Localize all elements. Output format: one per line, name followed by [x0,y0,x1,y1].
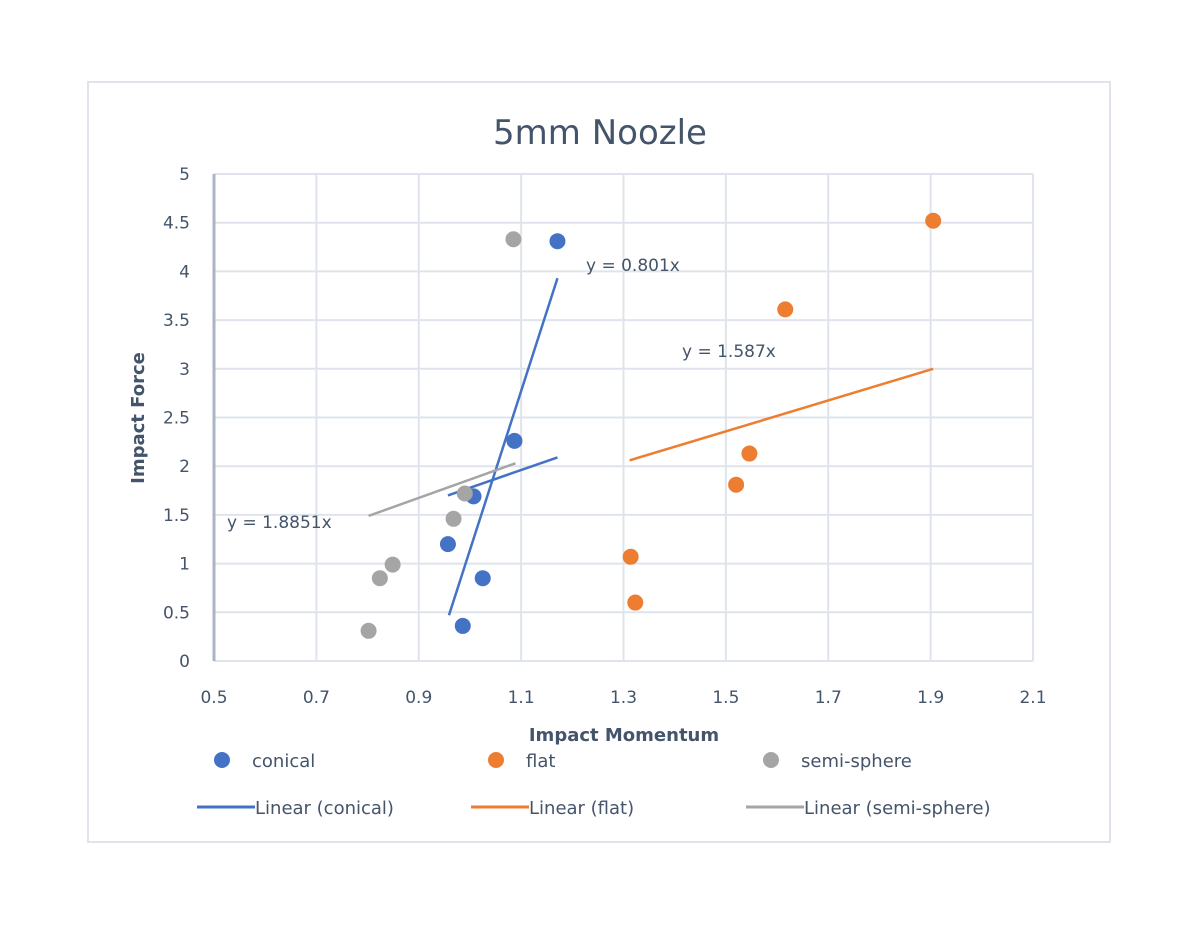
legend-marker-icon [214,752,230,768]
legend-marker-icon [763,752,779,768]
y-tick-label: 4 [179,262,190,282]
trendline-equation: y = 1.587x [682,342,776,362]
legend-item: flat [488,751,555,772]
data-point-conical [549,233,566,250]
x-tick-label: 1.9 [917,688,944,708]
x-tick-label: 0.7 [303,688,330,708]
y-axis-label: Impact Force [128,352,149,484]
trendline-equations: y = 0.801x y = 1.587x y = 1.8851x [227,256,776,533]
data-point-semi-sphere [505,231,522,248]
y-tick-label: 4.5 [163,214,190,234]
data-point-semi-sphere [456,485,473,502]
legend-label: conical [252,751,315,772]
x-tick-label: 1.5 [712,688,739,708]
x-tick-label: 0.9 [405,688,432,708]
legend-label: flat [526,751,555,772]
trendlines [368,277,934,616]
legend-marker-icon [488,752,504,768]
legend-label: Linear (conical) [255,798,394,819]
y-tick-label: 1 [179,555,190,575]
legend-item: Linear (conical) [197,798,394,819]
trendline-equation: y = 0.801x [586,256,680,276]
data-point-semi-sphere [371,570,388,587]
legend-item: Linear (semi-sphere) [746,798,991,819]
data-point-flat [925,212,942,229]
x-tick-label: 1.3 [610,688,637,708]
y-tick-label: 3 [179,360,190,380]
x-axis-ticks: 0.5 0.7 0.9 1.1 1.3 1.5 1.7 1.9 2.1 [200,688,1046,708]
trendline-equation: y = 1.8851x [227,513,332,533]
data-point-semi-sphere [445,510,462,527]
data-point-flat [741,445,758,462]
data-point-conical [454,617,471,634]
data-point-conical [474,570,491,587]
trendline [629,367,934,462]
data-point-flat [622,548,639,565]
data-point-conical [506,432,523,449]
x-tick-label: 1.7 [815,688,842,708]
data-point-semi-sphere [360,622,377,639]
gridlines [213,173,1034,662]
data-points [360,212,942,639]
trendline [368,462,516,518]
y-tick-label: 2.5 [163,409,190,429]
data-point-flat [728,476,745,493]
data-point-flat [777,301,794,318]
y-tick-label: 2 [179,457,190,477]
y-tick-label: 5 [179,165,190,185]
chart-title: 5mm Noozle [493,113,707,153]
legend: conical flat semi-sphere Linear (conical) Li… [197,751,991,819]
legend-label: Linear (semi-sphere) [804,798,991,819]
data-point-conical [439,536,456,553]
legend-label: Linear (flat) [529,798,634,819]
y-axis-ticks: 0 0.5 1 1.5 2 2.5 3 3.5 4 4.5 5 [163,165,190,672]
x-axis-label: Impact Momentum [529,725,719,746]
y-tick-label: 0.5 [163,603,190,623]
data-point-flat [627,594,644,611]
x-tick-label: 1.1 [508,688,535,708]
trendline [447,277,559,616]
legend-label: semi-sphere [801,751,912,772]
legend-item: conical [214,751,315,772]
y-tick-label: 1.5 [163,506,190,526]
data-point-semi-sphere [384,556,401,573]
x-tick-label: 0.5 [200,688,227,708]
legend-item: semi-sphere [763,751,912,772]
legend-item: Linear (flat) [471,798,634,819]
y-tick-label: 0 [179,652,190,672]
chart-frame [87,81,1111,843]
x-tick-label: 2.1 [1019,688,1046,708]
y-tick-label: 3.5 [163,311,190,331]
